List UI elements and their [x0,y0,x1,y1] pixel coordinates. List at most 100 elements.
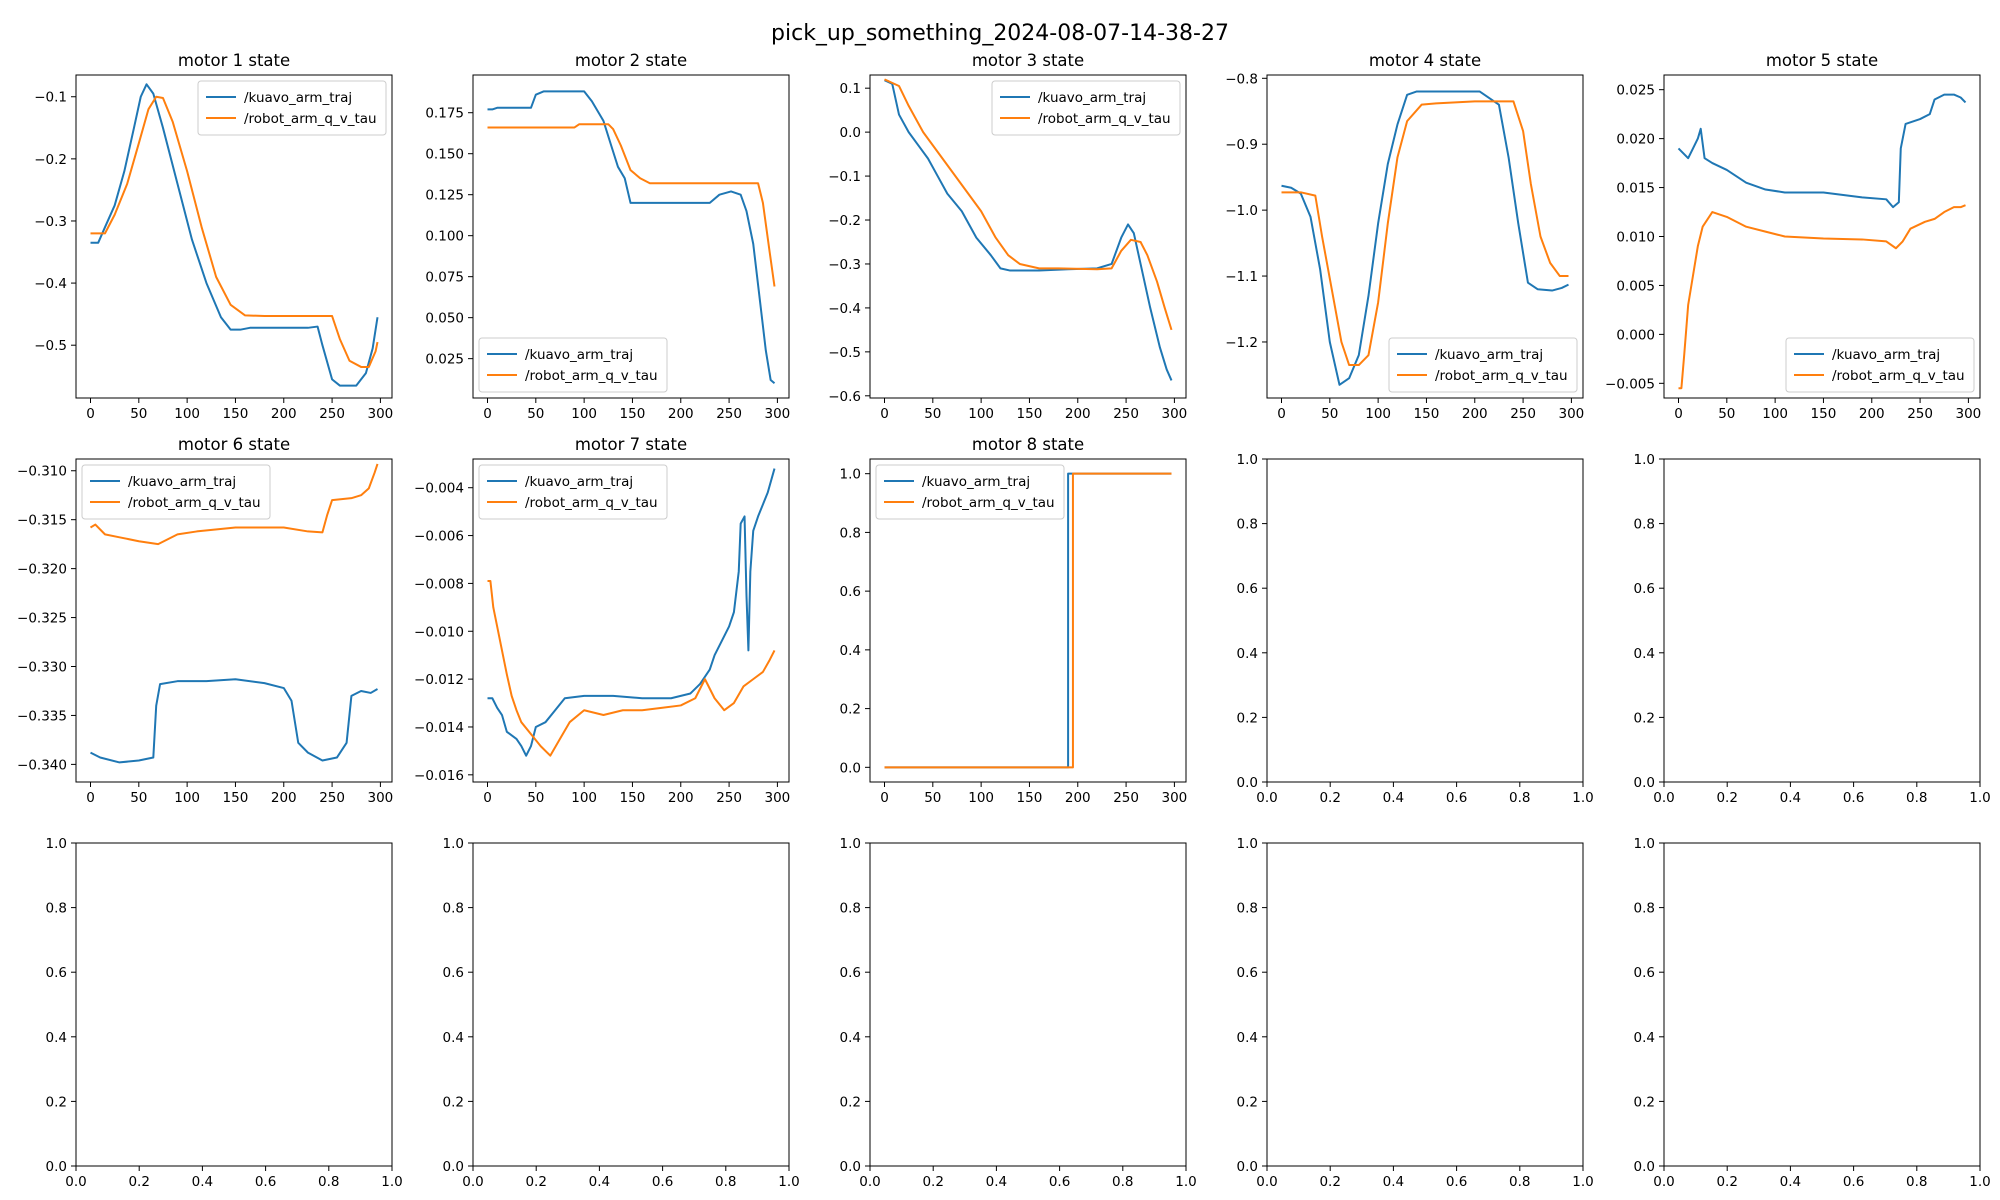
subplot-14: 0.0 0.2 0.4 0.6 0.8 1.0 0.0 0.2 0.4 0.6 0.8 1.0 [1237,836,1594,1190]
y-tick-label: 0.6 [1634,581,1655,597]
legend-box [478,337,668,393]
x-tick-label: 0.4 [1780,790,1801,806]
x-tick-label: 0.8 [1509,790,1530,806]
x-tick-label: 150 [1017,406,1043,422]
y-tick-label: 0.025 [425,352,464,368]
x-tick-label: 50 [924,790,941,806]
y-tick-label: 0.4 [1237,1030,1258,1046]
legend-box [875,464,1065,520]
x-tick-label: 0.4 [192,1174,213,1190]
y-tick-label: 0.2 [840,1094,861,1110]
series-line-2 [884,78,1173,331]
x-tick-label: 150 [223,790,249,806]
plot-frame [472,842,790,1167]
y-tick-label: 0.8 [840,901,861,917]
x-tick-label: 50 [924,406,941,422]
x-tick-label: 200 [668,790,694,806]
x-tick-label: 0.6 [1049,1174,1070,1190]
subplot-title: motor 5 state [1766,51,1878,70]
y-tick-label: −0.5 [828,345,861,361]
legend-label: /kuavo_arm_traj [1832,347,1940,363]
plot-area [1267,843,1583,1166]
y-tick-label: 0.2 [1237,1094,1258,1110]
y-tick-label: 1.0 [840,467,861,483]
plot-frame [869,458,1187,783]
subplot-4: motor 4 state 0 50 100 150 200 250 300 −1.2 −1.1 −… [1225,51,1584,422]
legend-label: /kuavo_arm_traj [244,90,352,106]
y-tick-label: −0.330 [17,660,67,676]
x-tick-label: 0.6 [255,1174,276,1190]
series-line-1 [90,83,379,387]
x-tick-label: 0.4 [1383,790,1404,806]
x-tick-label: 50 [527,406,544,422]
y-tick-label: 0.8 [1237,517,1258,533]
x-tick-label: 100 [174,406,200,422]
x-tick-label: 50 [130,406,147,422]
legend: /kuavo_arm_traj/robot_arm_q_v_tau [875,464,1065,520]
x-tick-label: 0 [1277,406,1286,422]
x-tick-label: 0.8 [1906,1174,1927,1190]
y-tick-label: 0.0 [840,760,861,776]
subplot-title: motor 8 state [972,435,1084,454]
y-tick-label: 0.2 [1237,710,1258,726]
legend: /kuavo_arm_traj/robot_arm_q_v_tau [478,337,668,393]
x-tick-label: 100 [1762,406,1788,422]
x-tick-label: 0.4 [589,1174,610,1190]
x-tick-label: 0.2 [1716,790,1737,806]
x-tick-label: 200 [1065,406,1091,422]
y-tick-label: 0.0 [1237,775,1258,791]
y-tick-label: 0.6 [1634,965,1655,981]
legend-label: /robot_arm_q_v_tau [244,111,377,127]
legend-label: /robot_arm_q_v_tau [922,495,1055,511]
legend-box [197,80,387,136]
plot-frame [75,458,393,783]
plot-frame [1266,842,1584,1167]
x-tick-label: 0.4 [1780,1174,1801,1190]
y-tick-label: −1.2 [1225,335,1258,351]
y-tick-label: 0.4 [1634,1030,1655,1046]
x-tick-label: 0.4 [1383,1174,1404,1190]
y-tick-label: 1.0 [1634,452,1655,468]
y-tick-label: 0.0 [840,1159,861,1175]
x-tick-label: 0.0 [1256,790,1277,806]
y-tick-label: −0.5 [34,338,67,354]
y-tick-label: 0.025 [1616,83,1655,99]
y-tick-label: 0.4 [443,1030,464,1046]
y-tick-label: 1.0 [443,836,464,852]
x-tick-label: 0 [86,406,95,422]
legend-label: /kuavo_arm_traj [1038,90,1146,106]
x-tick-label: 0.2 [128,1174,149,1190]
x-tick-label: 0.6 [1446,1174,1467,1190]
x-tick-label: 300 [1162,406,1188,422]
x-tick-label: 0.2 [525,1174,546,1190]
y-tick-label: 0.100 [425,229,464,245]
y-tick-label: −0.3 [34,214,67,230]
y-tick-label: −0.016 [414,768,464,784]
x-tick-label: 250 [1510,406,1536,422]
subplot-8: motor 8 state 0 50 100 150 200 250 300 0.0 0.2 0.4… [840,435,1188,806]
x-tick-label: 0.8 [1509,1174,1530,1190]
x-tick-label: 200 [271,790,297,806]
plot-frame [472,458,790,783]
x-tick-label: 0.2 [922,1174,943,1190]
y-tick-label: 1.0 [1237,836,1258,852]
subplot-title: motor 3 state [972,51,1084,70]
x-tick-label: 0.2 [1716,1174,1737,1190]
x-tick-label: 0.2 [1319,790,1340,806]
plot-frame [1266,458,1584,783]
plot-frame [472,74,790,399]
legend: /kuavo_arm_traj/robot_arm_q_v_tau [478,464,668,520]
x-tick-label: 0.8 [1906,790,1927,806]
x-tick-label: 1.0 [1572,790,1593,806]
x-tick-label: 0.6 [1446,790,1467,806]
y-tick-label: 0.020 [1616,132,1655,148]
y-tick-label: −0.310 [17,464,67,480]
plot-area [76,843,392,1166]
series-line-1 [884,79,1173,381]
y-tick-label: 1.0 [1237,452,1258,468]
subplot-10: 0.0 0.2 0.4 0.6 0.8 1.0 0.0 0.2 0.4 0.6 0.8 1.0 [1634,452,1991,806]
subplot-title: motor 7 state [575,435,687,454]
x-tick-label: 0.0 [462,1174,483,1190]
x-tick-label: 250 [1907,406,1933,422]
